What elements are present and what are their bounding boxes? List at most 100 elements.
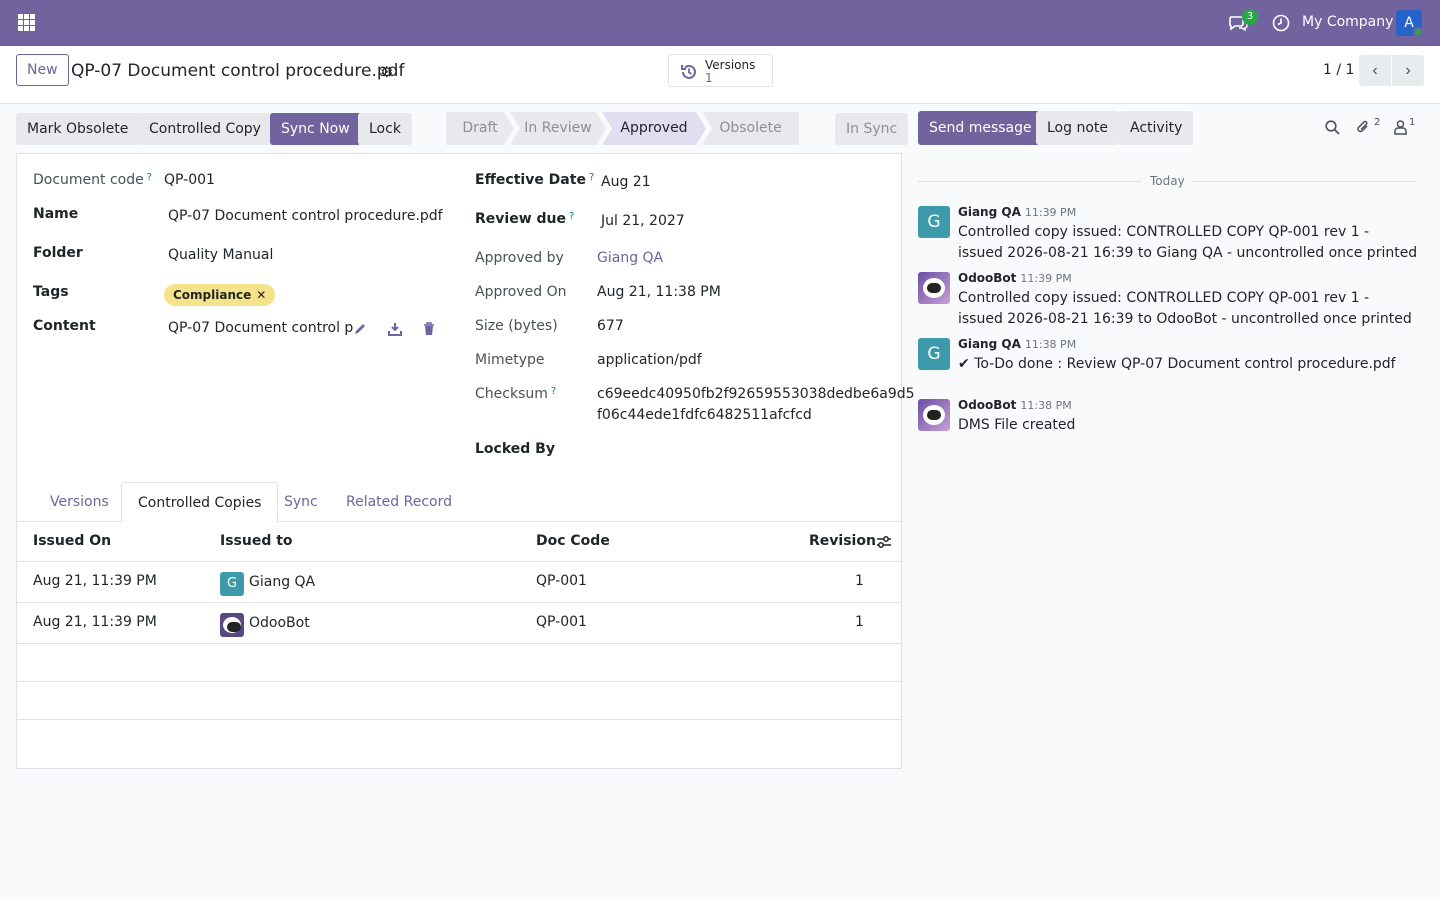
checksum-label: Checksum? [475,386,557,402]
content-filename[interactable]: QP-07 Document control p [168,320,354,336]
column-issued-to[interactable]: Issued to [220,533,293,549]
folder-field[interactable]: Quality Manual [168,247,274,263]
effective-date-field[interactable]: Aug 21 [601,174,651,190]
message-time: 11:39 PM [1024,206,1077,219]
pager-previous-button[interactable]: ‹ [1359,55,1391,86]
table-row[interactable]: Aug 21, 11:39 PM G Giang QA QP-001 1 [17,562,901,603]
tab-versions[interactable]: Versions [50,494,109,510]
approved-on-label: Approved On [475,284,567,300]
mimetype-value: application/pdf [597,352,702,368]
tag-remove-icon[interactable]: ✕ [256,288,267,302]
notebook-tabs: Versions Controlled Copies Sync Related … [17,482,901,523]
attachments-count: 2 [1374,117,1381,128]
log-note-button[interactable]: Log note [1036,111,1119,145]
cell-issued-on: Aug 21, 11:39 PM [33,614,157,630]
lock-button[interactable]: Lock [358,113,412,145]
avatar[interactable] [918,272,950,304]
company-switcher[interactable]: My Company [1302,14,1394,30]
help-icon: ? [146,172,153,183]
cell-issued-to: Giang QA [249,574,316,590]
sync-now-button[interactable]: Sync Now [270,113,361,145]
table-row[interactable]: Aug 21, 11:39 PM OdooBot QP-001 1 [17,603,901,644]
search-icon[interactable] [1325,120,1340,135]
tab-sync[interactable]: Sync [284,494,318,510]
avatar[interactable]: G [918,338,950,370]
message-author[interactable]: Giang QA 11:39 PM [958,205,1077,219]
chat-badge: 3 [1242,9,1258,25]
message-author[interactable]: OdooBot 11:38 PM [958,398,1072,412]
approved-on-value: Aug 21, 11:38 PM [597,284,721,300]
pencil-icon[interactable] [353,322,367,336]
message-time: 11:39 PM [1020,272,1072,285]
pager-next-button[interactable]: › [1392,55,1424,86]
tab-related-record[interactable]: Related Record [346,494,452,510]
avatar [220,613,244,637]
versions-count: 1 [705,71,713,85]
effective-date-label: Effective Date? [475,172,595,188]
activity-button[interactable]: Activity [1119,111,1194,145]
controlled-copy-button[interactable]: Controlled Copy [138,113,272,145]
stage-draft[interactable]: Draft [446,112,514,145]
empty-table-row [17,682,901,720]
cell-doc-code: QP-001 [536,573,587,589]
avatar[interactable]: G [918,206,950,238]
followers-icon[interactable] [1394,120,1407,135]
cell-doc-code: QP-001 [536,614,587,630]
stage-in-review[interactable]: In Review [510,112,606,145]
paperclip-icon[interactable] [1356,119,1370,135]
mimetype-label: Mimetype [475,352,545,368]
content-label: Content [33,318,96,334]
trash-icon[interactable] [422,322,436,336]
date-separator: Today [1142,174,1193,188]
review-due-field[interactable]: Jul 21, 2027 [601,213,685,229]
followers-count: 1 [1409,117,1416,128]
message-body: ✔ To-Do done : Review QP-07 Document con… [958,356,1396,372]
send-message-button[interactable]: Send message [918,111,1043,145]
stage-approved[interactable]: Approved [602,112,706,145]
help-icon: ? [550,386,557,397]
control-panel: New QP-07 Document control procedure.pdf… [0,46,1440,104]
message-author[interactable]: Giang QA 11:38 PM [958,337,1077,351]
versions-smart-button[interactable]: Versions 1 [668,54,773,87]
optional-columns-icon[interactable] [876,535,892,549]
help-icon: ? [588,172,595,183]
message-body: Controlled copy issued: CONTROLLED COPY … [958,224,1418,261]
column-doc-code[interactable]: Doc Code [536,533,610,549]
checksum-line-2: f06c44ede1fdfc6482511afcfcd [597,407,812,423]
clock-icon[interactable] [1272,14,1290,32]
folder-label: Folder [33,245,83,261]
versions-label: Versions [705,58,756,72]
avatar[interactable] [918,399,950,431]
apps-menu-icon[interactable] [18,14,35,31]
name-label: Name [33,206,79,222]
check-icon: ✔ [958,356,970,372]
mark-obsolete-button[interactable]: Mark Obsolete [16,113,140,145]
approved-by-link[interactable]: Giang QA [597,250,664,266]
document-code-label: Document code? [33,172,153,188]
message-body: Controlled copy issued: CONTROLLED COPY … [958,290,1412,327]
in-sync-badge: In Sync [835,113,909,145]
name-field[interactable]: QP-07 Document control procedure.pdf [168,208,443,224]
stage-obsolete[interactable]: Obsolete [702,112,799,145]
gear-icon[interactable]: ⚙ [380,63,394,81]
download-icon[interactable] [388,322,402,336]
history-icon [681,64,696,79]
cell-issued-to: OdooBot [249,615,310,631]
cell-revision: 1 [855,573,864,589]
column-issued-on[interactable]: Issued On [33,533,112,549]
size-label: Size (bytes) [475,318,558,334]
tag-compliance: Compliance ✕ [164,284,276,306]
message-author[interactable]: OdooBot 11:39 PM [958,271,1072,285]
cell-issued-on: Aug 21, 11:39 PM [33,573,157,589]
pager-value[interactable]: 1 / 1 [1323,62,1355,78]
message-time: 11:38 PM [1024,338,1077,351]
new-button[interactable]: New [16,54,69,86]
avatar: G [220,572,244,596]
tab-controlled-copies[interactable]: Controlled Copies [121,482,279,523]
checksum-line-1: c69eedc40950fb2f92659553038dedbe6a9d5 [597,386,915,402]
tags-label: Tags [33,284,69,300]
column-revision[interactable]: Revision [809,533,876,549]
locked-by-label: Locked By [475,441,555,457]
size-value: 677 [597,318,624,334]
document-code-value[interactable]: QP-001 [164,172,215,188]
